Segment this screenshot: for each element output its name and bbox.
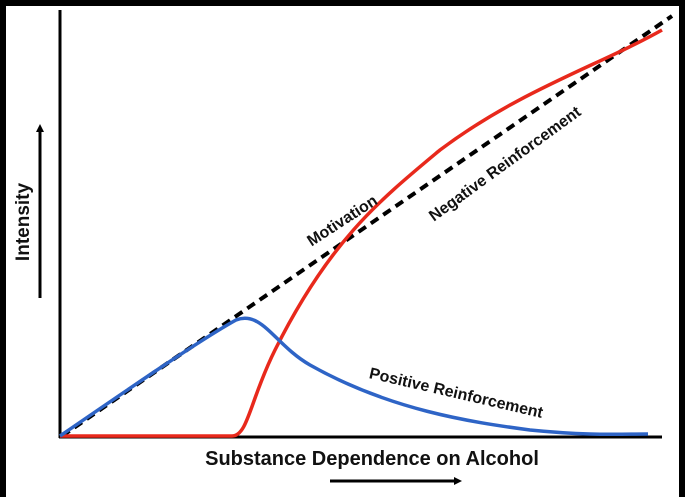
negative-reinforcement-curve — [60, 28, 663, 438]
positive-reinforcement-curve — [59, 316, 649, 438]
y-axis-label: Intensity — [13, 183, 34, 262]
x-axis-label: Substance Dependence on Alcohol — [205, 448, 539, 470]
background — [6, 6, 679, 497]
